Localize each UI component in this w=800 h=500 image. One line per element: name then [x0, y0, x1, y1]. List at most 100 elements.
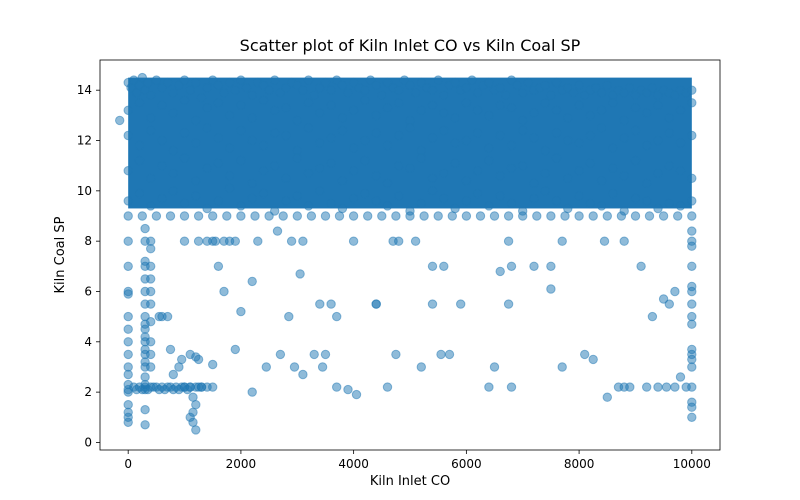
scatter-point — [146, 244, 156, 254]
scatter-point — [360, 155, 370, 166]
scatter-point — [602, 392, 612, 402]
scatter-point — [247, 387, 257, 397]
scatter-point — [326, 299, 336, 309]
scatter-point — [236, 75, 246, 85]
scatter-point — [551, 128, 562, 138]
scatter-point — [636, 261, 646, 271]
scatter-point — [568, 88, 579, 98]
scatter-point — [596, 176, 607, 186]
scatter-point — [250, 211, 260, 221]
scatter-point — [503, 236, 514, 246]
scatter-point — [687, 211, 697, 221]
scatter-point — [298, 236, 308, 246]
scatter-point — [495, 130, 505, 141]
scatter-point — [391, 211, 401, 221]
scatter-point — [439, 125, 449, 136]
scatter-point — [642, 178, 652, 189]
scatter-point — [472, 105, 483, 116]
scatter-point — [320, 211, 331, 221]
scatter-point — [608, 163, 618, 173]
scatter-point — [213, 158, 224, 168]
scatter-point — [489, 362, 500, 372]
scatter-point — [247, 113, 257, 123]
scatter-point — [687, 286, 697, 297]
scatter-point — [236, 100, 246, 111]
scatter-point — [236, 125, 246, 136]
scatter-point — [213, 261, 224, 271]
scatter-point — [123, 324, 133, 334]
scatter-point — [495, 171, 505, 181]
scatter-point — [382, 201, 393, 211]
scatter-point — [320, 77, 331, 88]
scatter-point — [281, 196, 291, 206]
scatter-point — [439, 168, 449, 178]
scatter-point — [123, 369, 133, 380]
scatter-point — [416, 198, 426, 209]
scatter-point — [247, 135, 257, 146]
scatter-point — [270, 105, 280, 116]
scatter-point — [253, 236, 263, 246]
scatter-point — [247, 193, 257, 204]
scatter-point — [270, 161, 280, 171]
scatter-point — [427, 186, 438, 196]
scatter-point — [596, 105, 607, 116]
scatter-point — [540, 186, 550, 196]
scatter-point — [292, 211, 302, 221]
scatter-point — [236, 211, 246, 221]
scatter-point — [230, 85, 241, 95]
scatter-point — [675, 372, 686, 382]
scatter-point — [427, 261, 438, 271]
scatter-point — [123, 289, 133, 299]
scatter-point — [563, 135, 573, 146]
scatter-point — [394, 130, 404, 141]
scatter-point — [146, 362, 156, 372]
scatter-point — [557, 236, 567, 246]
scatter-point — [326, 198, 336, 209]
scatter-point — [143, 77, 153, 88]
scatter-point — [529, 193, 539, 204]
scatter-point — [363, 211, 373, 221]
x-axis: 0 2000 4000 6000 8000 10000 — [124, 450, 711, 471]
scatter-point — [360, 188, 370, 199]
scatter-point — [630, 155, 641, 166]
scatter-point — [484, 155, 494, 166]
scatter-point — [224, 110, 235, 121]
scatter-point — [599, 236, 610, 246]
scatter-point — [642, 108, 652, 118]
y-axis-label: Kiln Coal SP — [53, 216, 68, 293]
scatter-point — [484, 110, 494, 121]
scatter-point — [123, 236, 133, 246]
scatter-point — [284, 311, 294, 322]
scatter-point — [140, 420, 150, 430]
scatter-point — [687, 98, 697, 108]
scatter-point — [619, 133, 629, 143]
x-tick-label: 2000 — [226, 457, 257, 471]
scatter-point — [687, 362, 697, 372]
scatter-point — [529, 261, 539, 271]
scatter-point — [295, 269, 305, 279]
scatter-point — [427, 173, 438, 184]
plot-frame — [99, 59, 721, 451]
scatter-point — [236, 201, 246, 211]
x-tick-label: 8000 — [564, 457, 595, 471]
x-tick-label: 0 — [124, 457, 132, 471]
scatter-point — [377, 90, 387, 100]
scatter-point — [540, 98, 550, 108]
scatter-point — [503, 211, 514, 221]
scatter-point — [450, 113, 460, 123]
scatter-point — [518, 115, 528, 126]
scatter-point — [303, 123, 314, 133]
scatter-point — [619, 171, 629, 181]
scatter-point — [391, 349, 401, 360]
scatter-point — [447, 211, 457, 221]
scatter-point — [230, 236, 241, 246]
scatter-point — [371, 128, 381, 138]
scatter-point — [546, 261, 556, 271]
scatter-point — [123, 261, 133, 271]
scatter-point — [574, 191, 584, 201]
scatter-point — [298, 369, 308, 380]
y-tick-label: 6 — [84, 284, 92, 298]
scatter-point — [213, 133, 224, 143]
scatter-point — [382, 103, 393, 113]
